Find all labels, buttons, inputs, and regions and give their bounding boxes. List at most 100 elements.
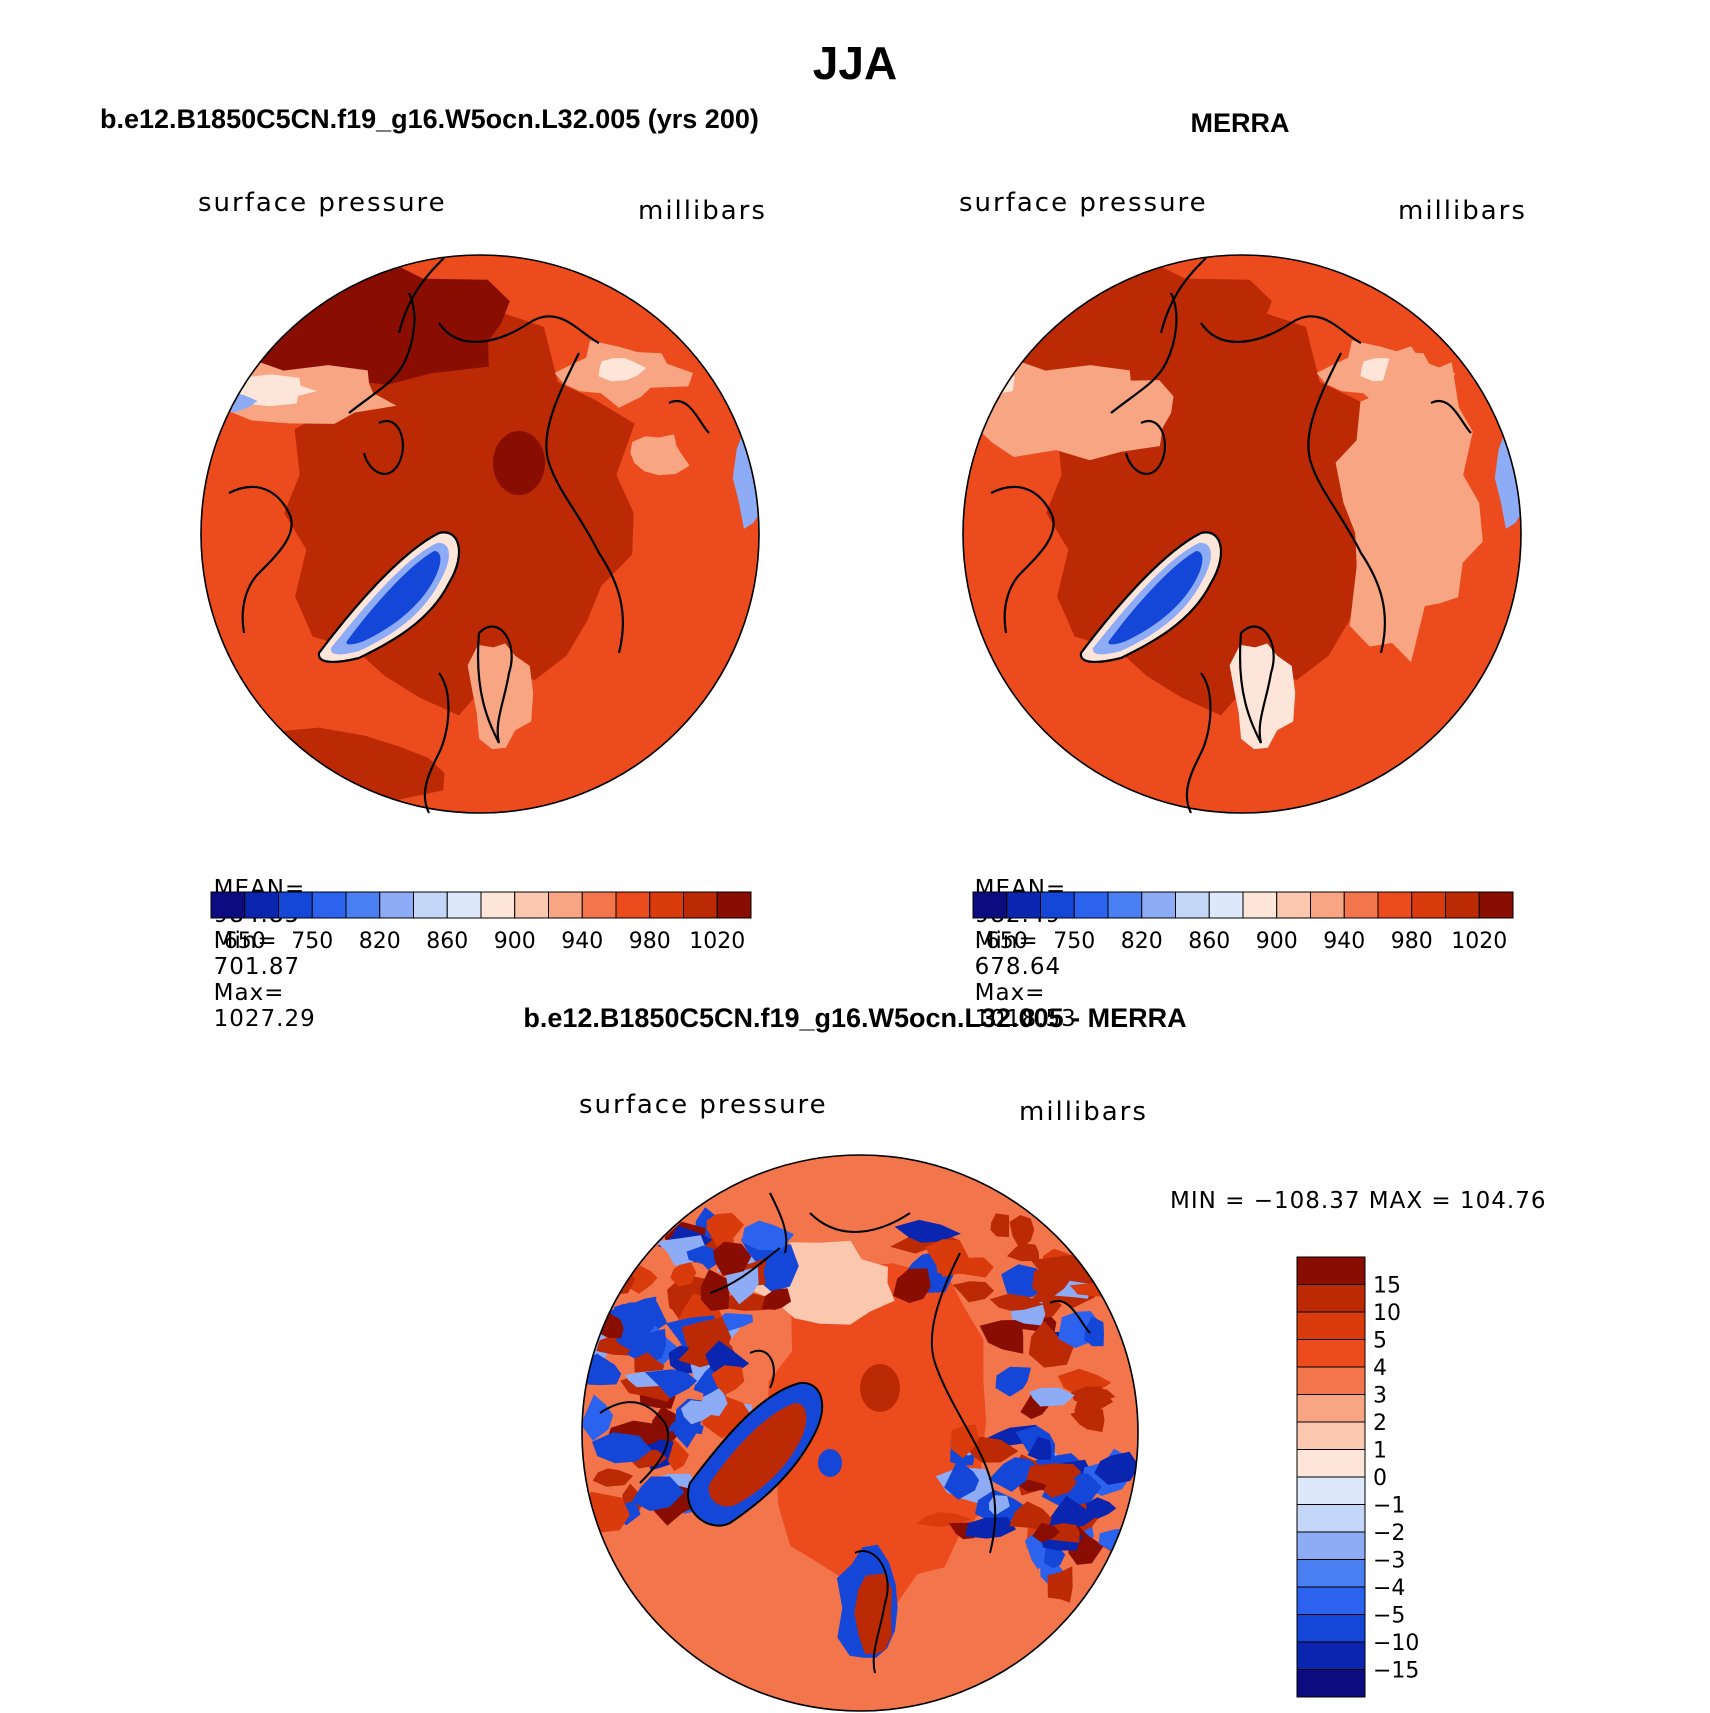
model-polar-map xyxy=(200,254,760,814)
diff-colorbar-tick-label: 4 xyxy=(1373,1356,1387,1381)
obs-colorbar-swatch xyxy=(1310,891,1345,919)
diff-noise-patch xyxy=(700,1269,730,1311)
obs-colorbar-swatch xyxy=(1175,891,1210,919)
diff-iceland-blob xyxy=(818,1449,842,1477)
diff-noise-patch xyxy=(713,1241,752,1276)
model-coastline-segment xyxy=(438,315,600,344)
diff-colorbar-swatch xyxy=(1296,1559,1366,1588)
diff-colorbar-tick-label: −3 xyxy=(1373,1549,1405,1574)
diff-noise-patch xyxy=(720,1290,769,1311)
diff-noise-patch xyxy=(893,1268,931,1303)
obs-pole-peak xyxy=(1255,431,1307,495)
diff-noise-patch xyxy=(631,1476,685,1511)
obs-colorbar-swatch xyxy=(1141,891,1176,919)
diff-noise-patch xyxy=(894,1219,961,1243)
season-title: JJA xyxy=(812,37,898,89)
obs-colorbar: 650 750 820 860 900 940 980 1020 xyxy=(972,891,1514,954)
diff-colorbar-swatch xyxy=(1296,1504,1366,1533)
diff-noise-patch xyxy=(1027,1436,1052,1460)
obs-colorbar-tick-label: 980 xyxy=(1391,929,1433,954)
diff-noise-patch xyxy=(965,1517,1016,1539)
model-colorbar-swatch xyxy=(683,891,718,919)
diff-noise-patch xyxy=(725,1266,759,1305)
diff-coastline-segment xyxy=(709,1247,781,1294)
obs-colorbar-swatch xyxy=(1377,891,1413,919)
model-plateau xyxy=(630,434,690,476)
diff-colorbar-tick-label: −5 xyxy=(1373,1604,1405,1629)
obs-siberia-high xyxy=(963,370,1174,461)
obs-colorbar-swatch xyxy=(1006,891,1041,919)
model-coastline-segment xyxy=(477,625,513,744)
model-colorbar-swatch xyxy=(514,891,549,919)
diff-noise-patch xyxy=(1028,1320,1075,1368)
obs-coastline-segment xyxy=(1159,257,1207,334)
obs-coastline-segment xyxy=(1239,625,1275,744)
diff-noise-patch xyxy=(626,1328,667,1364)
model-colorbar-tick-label: 820 xyxy=(359,929,401,954)
diff-noise-patch xyxy=(711,1365,745,1395)
obs-panel-title: MERRA xyxy=(1190,108,1290,138)
model-colorbar-swatch xyxy=(649,891,684,919)
obs-colorbar-tick-label: 650 xyxy=(986,929,1028,954)
diff-noise-patch xyxy=(582,1216,594,1252)
obs-coastline-segment xyxy=(1307,352,1387,654)
model-colorbar-tick-label: 940 xyxy=(561,929,603,954)
diff-coastline-segment xyxy=(854,1550,889,1674)
diff-noise-patch xyxy=(582,1394,614,1441)
diff-field xyxy=(582,1155,1138,1711)
diff-noise-patch xyxy=(603,1223,656,1255)
diff-coastline-segment xyxy=(769,1192,788,1254)
diff-noise-patch xyxy=(1099,1581,1125,1593)
diff-noise-patch xyxy=(634,1352,665,1376)
diff-noise-patch xyxy=(592,1432,652,1464)
diff-colorbar-swatch xyxy=(1296,1641,1366,1670)
model-coastline-segment xyxy=(423,672,450,814)
model-colorbar-tick-label: 750 xyxy=(291,929,333,954)
model-colorbar-swatch xyxy=(446,891,482,919)
obs-colorbar-swatch xyxy=(1411,891,1446,919)
model-colorbar-tick-label: 980 xyxy=(629,929,671,954)
diff-colorbar-tick-label: −15 xyxy=(1373,1659,1419,1684)
obs-polar-map xyxy=(962,254,1522,814)
obs-colorbar-tick-label: 820 xyxy=(1121,929,1163,954)
model-pole-peak xyxy=(493,431,545,495)
diff-colorbar-tick-label: 5 xyxy=(1373,1329,1387,1354)
diff-colorbar-tick-label: −2 xyxy=(1373,1521,1405,1546)
obs-colorbar-swatch xyxy=(1208,891,1244,919)
model-coastlines xyxy=(228,257,710,814)
obs-colorbar-swatch xyxy=(972,891,1008,919)
diff-noise-patch xyxy=(944,1459,980,1500)
diff-polar-map xyxy=(581,1154,1139,1712)
obs-coastline-segment xyxy=(1185,672,1212,814)
obs-max-value: 1018.53 xyxy=(974,1006,1077,1032)
diff-colorbar-tick-label: 15 xyxy=(1373,1274,1401,1299)
obs-colorbar-tick-label: 900 xyxy=(1256,929,1298,954)
obs-coastline-segment xyxy=(1200,315,1362,344)
diff-colorbar-tick-label: 3 xyxy=(1373,1384,1387,1409)
obs-coastline-segment xyxy=(1124,419,1166,475)
diff-colorbar-swatch xyxy=(1296,1586,1366,1615)
diff-noise-patch xyxy=(963,1436,1019,1463)
obs-colorbar-swatch xyxy=(1343,891,1379,919)
model-colorbar-swatch xyxy=(379,891,414,919)
diff-colorbar-tick-label: −1 xyxy=(1373,1494,1405,1519)
diff-noise-patch xyxy=(979,1319,1024,1354)
obs-min-value: 678.64 xyxy=(974,954,1062,980)
obs-colorbar-swatch xyxy=(1276,891,1311,919)
diff-colorbar-swatch xyxy=(1296,1366,1366,1395)
diff-noise-patch xyxy=(952,1281,995,1303)
model-coastline-segment xyxy=(545,352,625,654)
diff-coastline-segment xyxy=(930,1252,997,1554)
diff-colorbar-tick-label: −10 xyxy=(1373,1631,1419,1656)
model-units-label: millibars xyxy=(638,196,767,226)
model-colorbar-tick-label: 650 xyxy=(224,929,266,954)
model-colorbar-swatch xyxy=(413,891,448,919)
diff-coastlines xyxy=(599,1192,1091,1674)
diff-colorbar-swatch xyxy=(1296,1614,1366,1643)
diff-noise-patch xyxy=(706,1212,744,1241)
diff-colorbar-swatch xyxy=(1296,1669,1366,1698)
obs-colorbar-tick-label: 940 xyxy=(1323,929,1365,954)
obs-coastline-segment xyxy=(1110,292,1178,414)
diff-noise-patch xyxy=(670,1262,697,1287)
model-colorbar-swatch xyxy=(244,891,279,919)
